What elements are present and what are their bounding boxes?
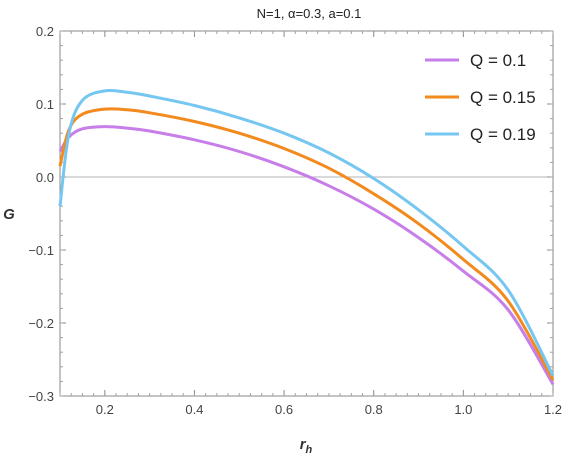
x-axis-title: rh <box>300 436 313 456</box>
x-axis-title-subscript: h <box>306 444 313 456</box>
legend: Q = 0.1 Q = 0.15 Q = 0.19 <box>425 51 536 144</box>
y-tick-label: 0.0 <box>36 170 54 185</box>
x-tick-label: 1.2 <box>544 402 562 417</box>
y-axis-ticks: −0.3 −0.2 −0.1 0.0 0.1 0.2 <box>28 24 553 404</box>
y-tick-label: −0.2 <box>28 316 54 331</box>
y-tick-label: −0.3 <box>28 389 54 404</box>
legend-label-2: Q = 0.15 <box>470 88 536 107</box>
legend-label-3: Q = 0.19 <box>470 125 536 144</box>
y-axis-title: G <box>3 206 15 223</box>
x-tick-label: 0.2 <box>96 402 114 417</box>
series-line-1 <box>58 125 555 386</box>
x-tick-label: 0.8 <box>365 402 383 417</box>
x-axis-ticks: 0.2 0.4 0.6 0.8 1.0 1.2 <box>59 31 562 417</box>
legend-label-1: Q = 0.1 <box>470 51 526 70</box>
x-tick-label: 0.4 <box>185 402 203 417</box>
chart-title: N=1, α=0.3, a=0.1 <box>257 6 362 21</box>
x-axis-title-main: r <box>300 436 307 453</box>
x-tick-label: 1.0 <box>454 402 472 417</box>
series-line-3 <box>58 88 555 377</box>
plot-frame <box>59 30 554 397</box>
y-tick-label: 0.1 <box>36 97 54 112</box>
x-tick-label: 0.6 <box>275 402 293 417</box>
series-line-2 <box>58 107 555 381</box>
series-group <box>58 88 555 386</box>
y-tick-label: 0.2 <box>36 24 54 39</box>
y-tick-label: −0.1 <box>28 243 54 258</box>
plot-border <box>59 30 554 397</box>
